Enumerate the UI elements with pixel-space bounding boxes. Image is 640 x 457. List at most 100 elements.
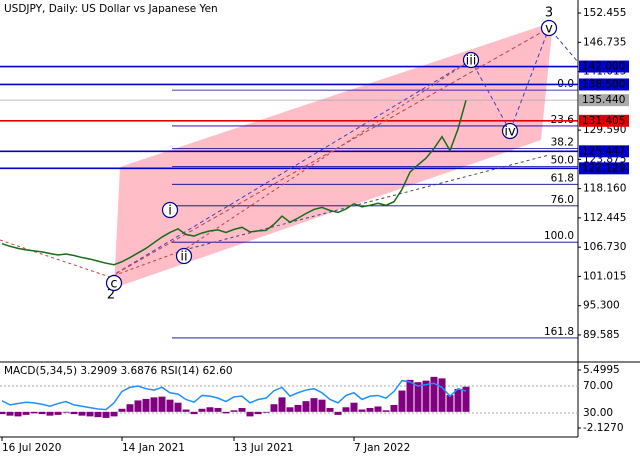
channel [114, 22, 553, 288]
macd-bar [126, 404, 134, 412]
fib-label: 61.8 [551, 172, 574, 184]
forecast-line [109, 27, 579, 278]
y-tick-label: 89.585 [583, 329, 620, 341]
level-label: 125.447 [582, 145, 625, 157]
macd-bar [414, 382, 422, 412]
macd-bar [366, 408, 374, 412]
macd-bar [166, 399, 174, 412]
price-line [1, 100, 467, 266]
macd-bar [206, 407, 214, 412]
macd-bar [182, 409, 190, 412]
macd-bar [430, 376, 438, 412]
level-box [579, 60, 629, 73]
x-tick-label: 7 Jan 2022 [354, 442, 410, 454]
macd-bar [198, 408, 206, 412]
macd-bar [318, 399, 326, 412]
macd-bar [398, 390, 406, 412]
macd-bar [286, 407, 294, 412]
y-tick-label: 129.590 [583, 124, 626, 136]
wave-label: iii [466, 54, 477, 69]
macd-bar [150, 397, 158, 412]
macd-bar [278, 397, 286, 412]
macd-bar [78, 411, 86, 416]
macd-bar [230, 410, 238, 412]
x-tick-label: 14 Jan 2021 [122, 442, 185, 454]
wave-label: 3 [545, 6, 553, 21]
macd-bar [70, 411, 78, 415]
wave-line [0, 59, 472, 278]
y-tick-label: 112.445 [583, 212, 626, 224]
x-tick-label: 13 Jul 2021 [234, 442, 293, 454]
macd-bar [142, 398, 150, 412]
level-box [579, 162, 629, 175]
chart-title: USDJPY, Daily: US Dollar vs Japanese Yen [4, 3, 218, 15]
macd-bar [102, 411, 110, 418]
macd-bar [310, 398, 318, 412]
macd-bar [0, 411, 6, 415]
level-label: 135.440 [582, 94, 625, 106]
wave-circle [462, 51, 480, 69]
macd-bar [38, 411, 46, 415]
trend-line [183, 154, 550, 251]
fib-label: 50.0 [551, 154, 574, 166]
macd-bar [22, 411, 30, 415]
y-tick-label: 146.735 [583, 36, 626, 48]
macd-bar [238, 408, 246, 412]
macd-bar [302, 401, 310, 412]
macd-bar [326, 408, 334, 412]
fib-label: 161.8 [544, 326, 574, 338]
rsi-tick-label: 70.00 [583, 380, 613, 392]
forecast-line [109, 27, 550, 278]
macd-bar [262, 411, 270, 413]
fib-label: 38.2 [551, 136, 574, 148]
macd-bar [6, 411, 14, 416]
wave-circle [105, 274, 123, 292]
level-box [579, 145, 629, 158]
y-tick-label: 152.455 [583, 7, 626, 19]
macd-bar [342, 407, 350, 412]
macd-bar [62, 411, 70, 413]
macd-bar [14, 411, 22, 417]
macd-bar [86, 411, 94, 417]
fib-label: 76.0 [551, 194, 574, 206]
macd-tick-label: 5.4995 [583, 364, 620, 376]
x-tick-label: 16 Jul 2020 [2, 442, 61, 454]
macd-bar [134, 400, 142, 412]
wave-label: c [110, 277, 117, 292]
fib-label: 23.6 [551, 114, 575, 126]
level-label: 142.000 [582, 61, 625, 73]
wave-label: i [168, 204, 172, 219]
level-box [579, 94, 629, 107]
macd-bar [294, 404, 302, 412]
macd-bar [454, 389, 462, 412]
macd-bar [390, 404, 398, 412]
macd-bar [54, 411, 62, 415]
y-tick-label: 118.160 [583, 183, 626, 195]
macd-bar [374, 406, 382, 412]
macd-bar [222, 411, 230, 414]
macd-bar [358, 409, 366, 412]
macd-bar [94, 411, 102, 418]
rsi-tick-label: 30.00 [583, 407, 613, 419]
macd-tick-label: -2.1270 [583, 422, 624, 434]
macd-bar [118, 408, 126, 412]
macd-bar [214, 408, 222, 412]
level-label: 131.405 [582, 115, 625, 127]
macd-bar [246, 411, 254, 417]
macd-bar [190, 411, 198, 415]
wave-circle [175, 247, 193, 265]
rsi-line [1, 379, 467, 411]
y-tick-label: 101.015 [583, 270, 626, 282]
wave-circle [501, 122, 519, 140]
macd-bar [158, 396, 166, 412]
macd-bar [382, 410, 390, 412]
wave-label: v [545, 22, 553, 37]
macd-bar [446, 395, 454, 412]
y-tick-label: 106.730 [583, 241, 626, 253]
wave-circle [540, 19, 558, 37]
wave-label: iv [504, 125, 516, 140]
level-box [579, 78, 629, 91]
macd-bar [110, 411, 118, 417]
level-label: 122.129 [582, 162, 625, 174]
macd-bar [438, 378, 446, 412]
